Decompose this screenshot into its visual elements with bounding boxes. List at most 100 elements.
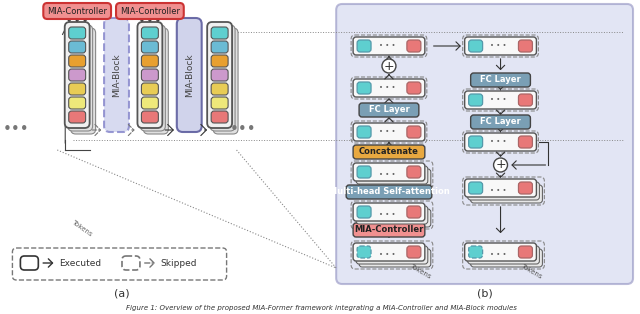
Text: Tokens: Tokens bbox=[408, 263, 431, 279]
FancyBboxPatch shape bbox=[518, 136, 532, 148]
Text: (a): (a) bbox=[114, 288, 130, 298]
FancyBboxPatch shape bbox=[140, 25, 165, 131]
Text: • • •: • • • bbox=[490, 97, 507, 103]
FancyBboxPatch shape bbox=[356, 246, 428, 264]
Text: MIA-Controller: MIA-Controller bbox=[120, 7, 180, 15]
FancyBboxPatch shape bbox=[211, 83, 228, 95]
FancyBboxPatch shape bbox=[141, 69, 158, 81]
FancyBboxPatch shape bbox=[470, 115, 531, 129]
Text: • • •: • • • bbox=[379, 212, 396, 218]
FancyBboxPatch shape bbox=[357, 40, 371, 52]
FancyBboxPatch shape bbox=[211, 111, 228, 123]
FancyBboxPatch shape bbox=[407, 166, 421, 178]
Text: FC Layer: FC Layer bbox=[480, 75, 521, 84]
FancyBboxPatch shape bbox=[357, 82, 371, 94]
FancyBboxPatch shape bbox=[470, 73, 531, 87]
FancyBboxPatch shape bbox=[211, 97, 228, 109]
Text: •••: ••• bbox=[3, 122, 29, 138]
Text: +: + bbox=[383, 59, 394, 73]
Text: MIA-Controller: MIA-Controller bbox=[47, 7, 107, 15]
FancyBboxPatch shape bbox=[68, 41, 86, 53]
FancyBboxPatch shape bbox=[468, 182, 483, 194]
FancyBboxPatch shape bbox=[359, 209, 431, 227]
FancyBboxPatch shape bbox=[407, 82, 421, 94]
FancyBboxPatch shape bbox=[465, 179, 536, 197]
FancyBboxPatch shape bbox=[407, 40, 421, 52]
FancyBboxPatch shape bbox=[353, 163, 425, 181]
FancyBboxPatch shape bbox=[356, 166, 428, 184]
FancyBboxPatch shape bbox=[470, 185, 542, 203]
FancyBboxPatch shape bbox=[353, 243, 425, 261]
FancyBboxPatch shape bbox=[518, 182, 532, 194]
Text: Tokens: Tokens bbox=[71, 219, 93, 237]
FancyBboxPatch shape bbox=[213, 28, 238, 134]
FancyBboxPatch shape bbox=[141, 41, 158, 53]
FancyBboxPatch shape bbox=[70, 28, 95, 134]
FancyBboxPatch shape bbox=[353, 79, 425, 97]
Text: Figure 1: Overview of the proposed MIA-Former framework integrating a MIA-Contro: Figure 1: Overview of the proposed MIA-F… bbox=[126, 305, 516, 311]
FancyBboxPatch shape bbox=[104, 18, 129, 132]
FancyBboxPatch shape bbox=[407, 206, 421, 218]
FancyBboxPatch shape bbox=[357, 126, 371, 138]
Text: • • •: • • • bbox=[379, 172, 396, 178]
FancyBboxPatch shape bbox=[468, 182, 540, 200]
FancyBboxPatch shape bbox=[44, 3, 111, 19]
FancyBboxPatch shape bbox=[211, 69, 228, 81]
FancyBboxPatch shape bbox=[468, 94, 483, 106]
FancyBboxPatch shape bbox=[465, 91, 536, 109]
FancyBboxPatch shape bbox=[353, 145, 425, 159]
FancyBboxPatch shape bbox=[177, 18, 202, 132]
FancyBboxPatch shape bbox=[68, 27, 86, 39]
FancyBboxPatch shape bbox=[407, 126, 421, 138]
FancyBboxPatch shape bbox=[211, 55, 228, 67]
FancyBboxPatch shape bbox=[12, 248, 227, 280]
Text: FC Layer: FC Layer bbox=[369, 106, 410, 115]
FancyBboxPatch shape bbox=[68, 83, 86, 95]
Text: • • •: • • • bbox=[490, 252, 507, 258]
FancyBboxPatch shape bbox=[141, 111, 158, 123]
FancyBboxPatch shape bbox=[68, 111, 86, 123]
FancyBboxPatch shape bbox=[353, 123, 425, 141]
FancyBboxPatch shape bbox=[116, 3, 184, 19]
FancyBboxPatch shape bbox=[143, 28, 168, 134]
Text: • • •: • • • bbox=[379, 129, 396, 135]
FancyBboxPatch shape bbox=[359, 249, 431, 267]
FancyBboxPatch shape bbox=[122, 256, 140, 270]
Text: • • •: • • • bbox=[490, 43, 507, 49]
FancyBboxPatch shape bbox=[353, 37, 425, 55]
Text: •••: ••• bbox=[230, 122, 257, 138]
FancyBboxPatch shape bbox=[141, 55, 158, 67]
FancyBboxPatch shape bbox=[207, 22, 232, 128]
FancyBboxPatch shape bbox=[68, 69, 86, 81]
FancyBboxPatch shape bbox=[353, 203, 425, 221]
FancyBboxPatch shape bbox=[465, 133, 536, 151]
FancyBboxPatch shape bbox=[141, 83, 158, 95]
Circle shape bbox=[493, 158, 508, 172]
FancyBboxPatch shape bbox=[68, 55, 86, 67]
FancyBboxPatch shape bbox=[465, 243, 536, 261]
FancyBboxPatch shape bbox=[141, 27, 158, 39]
FancyBboxPatch shape bbox=[357, 206, 371, 218]
Text: • • •: • • • bbox=[490, 139, 507, 145]
FancyBboxPatch shape bbox=[356, 206, 428, 224]
FancyBboxPatch shape bbox=[468, 246, 540, 264]
Text: • • •: • • • bbox=[379, 252, 396, 258]
FancyBboxPatch shape bbox=[407, 246, 421, 258]
FancyBboxPatch shape bbox=[210, 25, 235, 131]
FancyBboxPatch shape bbox=[518, 246, 532, 258]
FancyBboxPatch shape bbox=[68, 25, 93, 131]
FancyBboxPatch shape bbox=[359, 103, 419, 117]
Text: Executed: Executed bbox=[60, 258, 101, 268]
FancyBboxPatch shape bbox=[20, 256, 38, 270]
FancyBboxPatch shape bbox=[141, 97, 158, 109]
FancyBboxPatch shape bbox=[357, 166, 371, 178]
FancyBboxPatch shape bbox=[346, 185, 432, 199]
Text: MIA-Controller: MIA-Controller bbox=[355, 225, 424, 235]
FancyBboxPatch shape bbox=[468, 246, 483, 258]
Text: • • •: • • • bbox=[490, 188, 507, 194]
FancyBboxPatch shape bbox=[518, 40, 532, 52]
FancyBboxPatch shape bbox=[357, 246, 371, 258]
Text: MIA-Block: MIA-Block bbox=[112, 53, 121, 97]
Text: FC Layer: FC Layer bbox=[480, 117, 521, 127]
Text: +: + bbox=[495, 159, 506, 171]
